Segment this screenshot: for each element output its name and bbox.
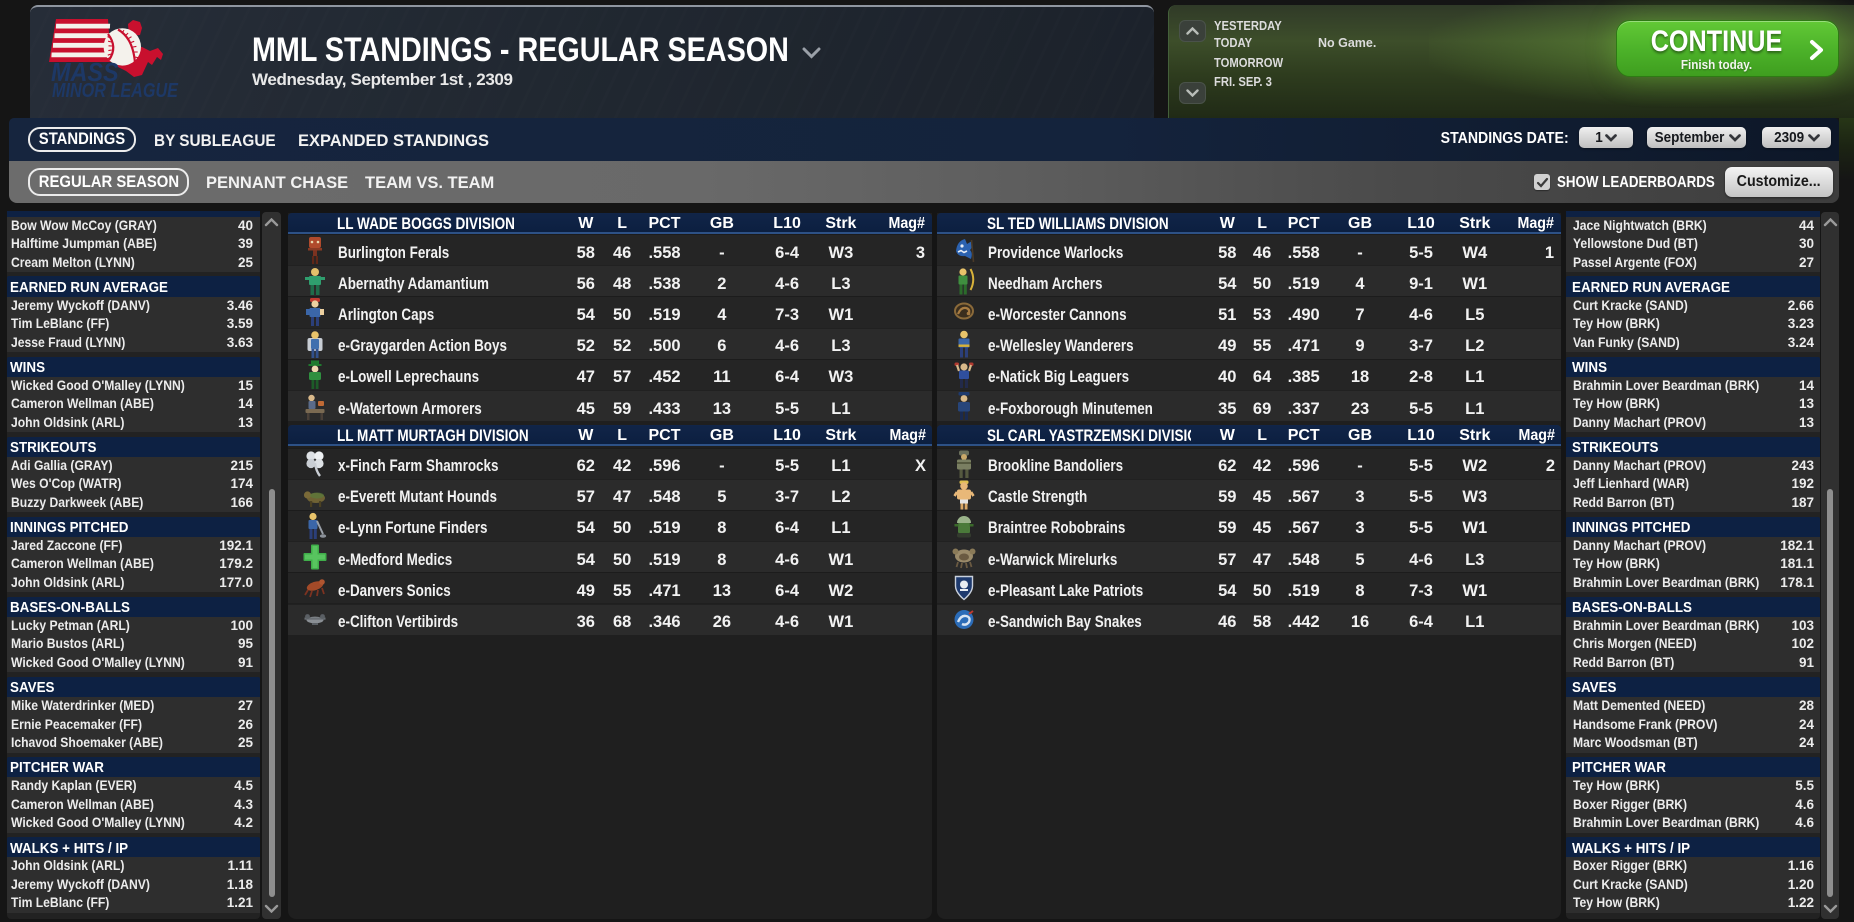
svg-text:MASS: MASS xyxy=(51,59,119,87)
svg-text:MINOR LEAGUE: MINOR LEAGUE xyxy=(52,78,179,101)
